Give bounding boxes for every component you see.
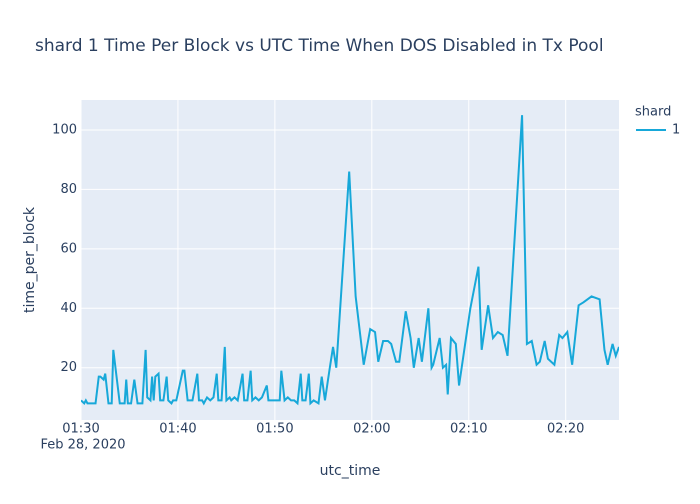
y-tick-label: 100 (52, 123, 77, 138)
y-tick-label: 60 (60, 241, 77, 256)
x-tick-label: 01:30 (62, 422, 99, 437)
x-tick-label: 02:00 (353, 422, 390, 437)
y-tick-label: 20 (60, 360, 77, 375)
plot-area (81, 100, 619, 420)
legend-label: 1 (672, 123, 680, 138)
y-axis-title: time_per_block (22, 206, 38, 313)
data-line (81, 115, 619, 406)
x-tick-label: 01:50 (256, 422, 293, 437)
x-tick-date: Feb 28, 2020 (40, 438, 125, 453)
x-tick-label: 02:20 (547, 422, 584, 437)
x-axis-title: utc_time (320, 463, 381, 479)
x-tick-label: 02:10 (450, 422, 487, 437)
chart-title: shard 1 Time Per Block vs UTC Time When … (35, 36, 604, 56)
legend-title: shard (635, 105, 671, 120)
y-tick-label: 40 (60, 301, 77, 316)
y-tick-label: 80 (60, 182, 77, 197)
x-tick-label: 01:40 (159, 422, 196, 437)
